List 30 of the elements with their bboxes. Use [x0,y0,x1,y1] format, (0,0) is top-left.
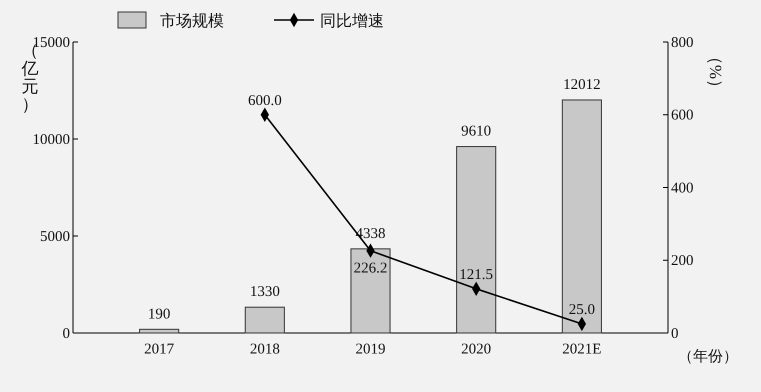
data-label: 121.5 [459,266,494,283]
x-tick-label: 2021E [562,342,602,358]
x-tick-label: 2017 [144,342,175,358]
bar [456,146,496,334]
y-tick-label: 0 [62,326,70,342]
x-tick-label: 2020 [461,342,492,358]
data-label: 25.0 [568,302,595,318]
x-axis-title: （年份） [678,348,738,365]
bar [562,99,602,334]
y2-tick-label: 0 [671,326,678,342]
data-label: 190 [148,306,170,322]
y2-tick-label: 600 [671,108,694,124]
data-label: 1330 [250,284,280,300]
x-tick-label: 2018 [250,342,280,358]
y2-tick-label: 800 [671,34,694,51]
x-tick-label: 2019 [356,342,386,358]
y2-axis-title: （%） [706,48,725,96]
y-tick-label: 5000 [40,228,70,245]
bar [139,328,180,334]
y-tick-label: 10000 [32,132,70,148]
y2-tick-label: 400 [671,180,694,196]
bar [244,306,285,334]
data-label: 600.0 [248,92,282,109]
legend-label: 同比增速 [320,11,384,30]
data-label: 9610 [461,124,492,140]
data-label: 226.2 [354,260,388,277]
data-label: 12012 [563,76,601,93]
legend-label: 市场规模 [160,11,224,30]
bar [350,248,391,334]
y2-tick-label: 200 [671,253,694,270]
